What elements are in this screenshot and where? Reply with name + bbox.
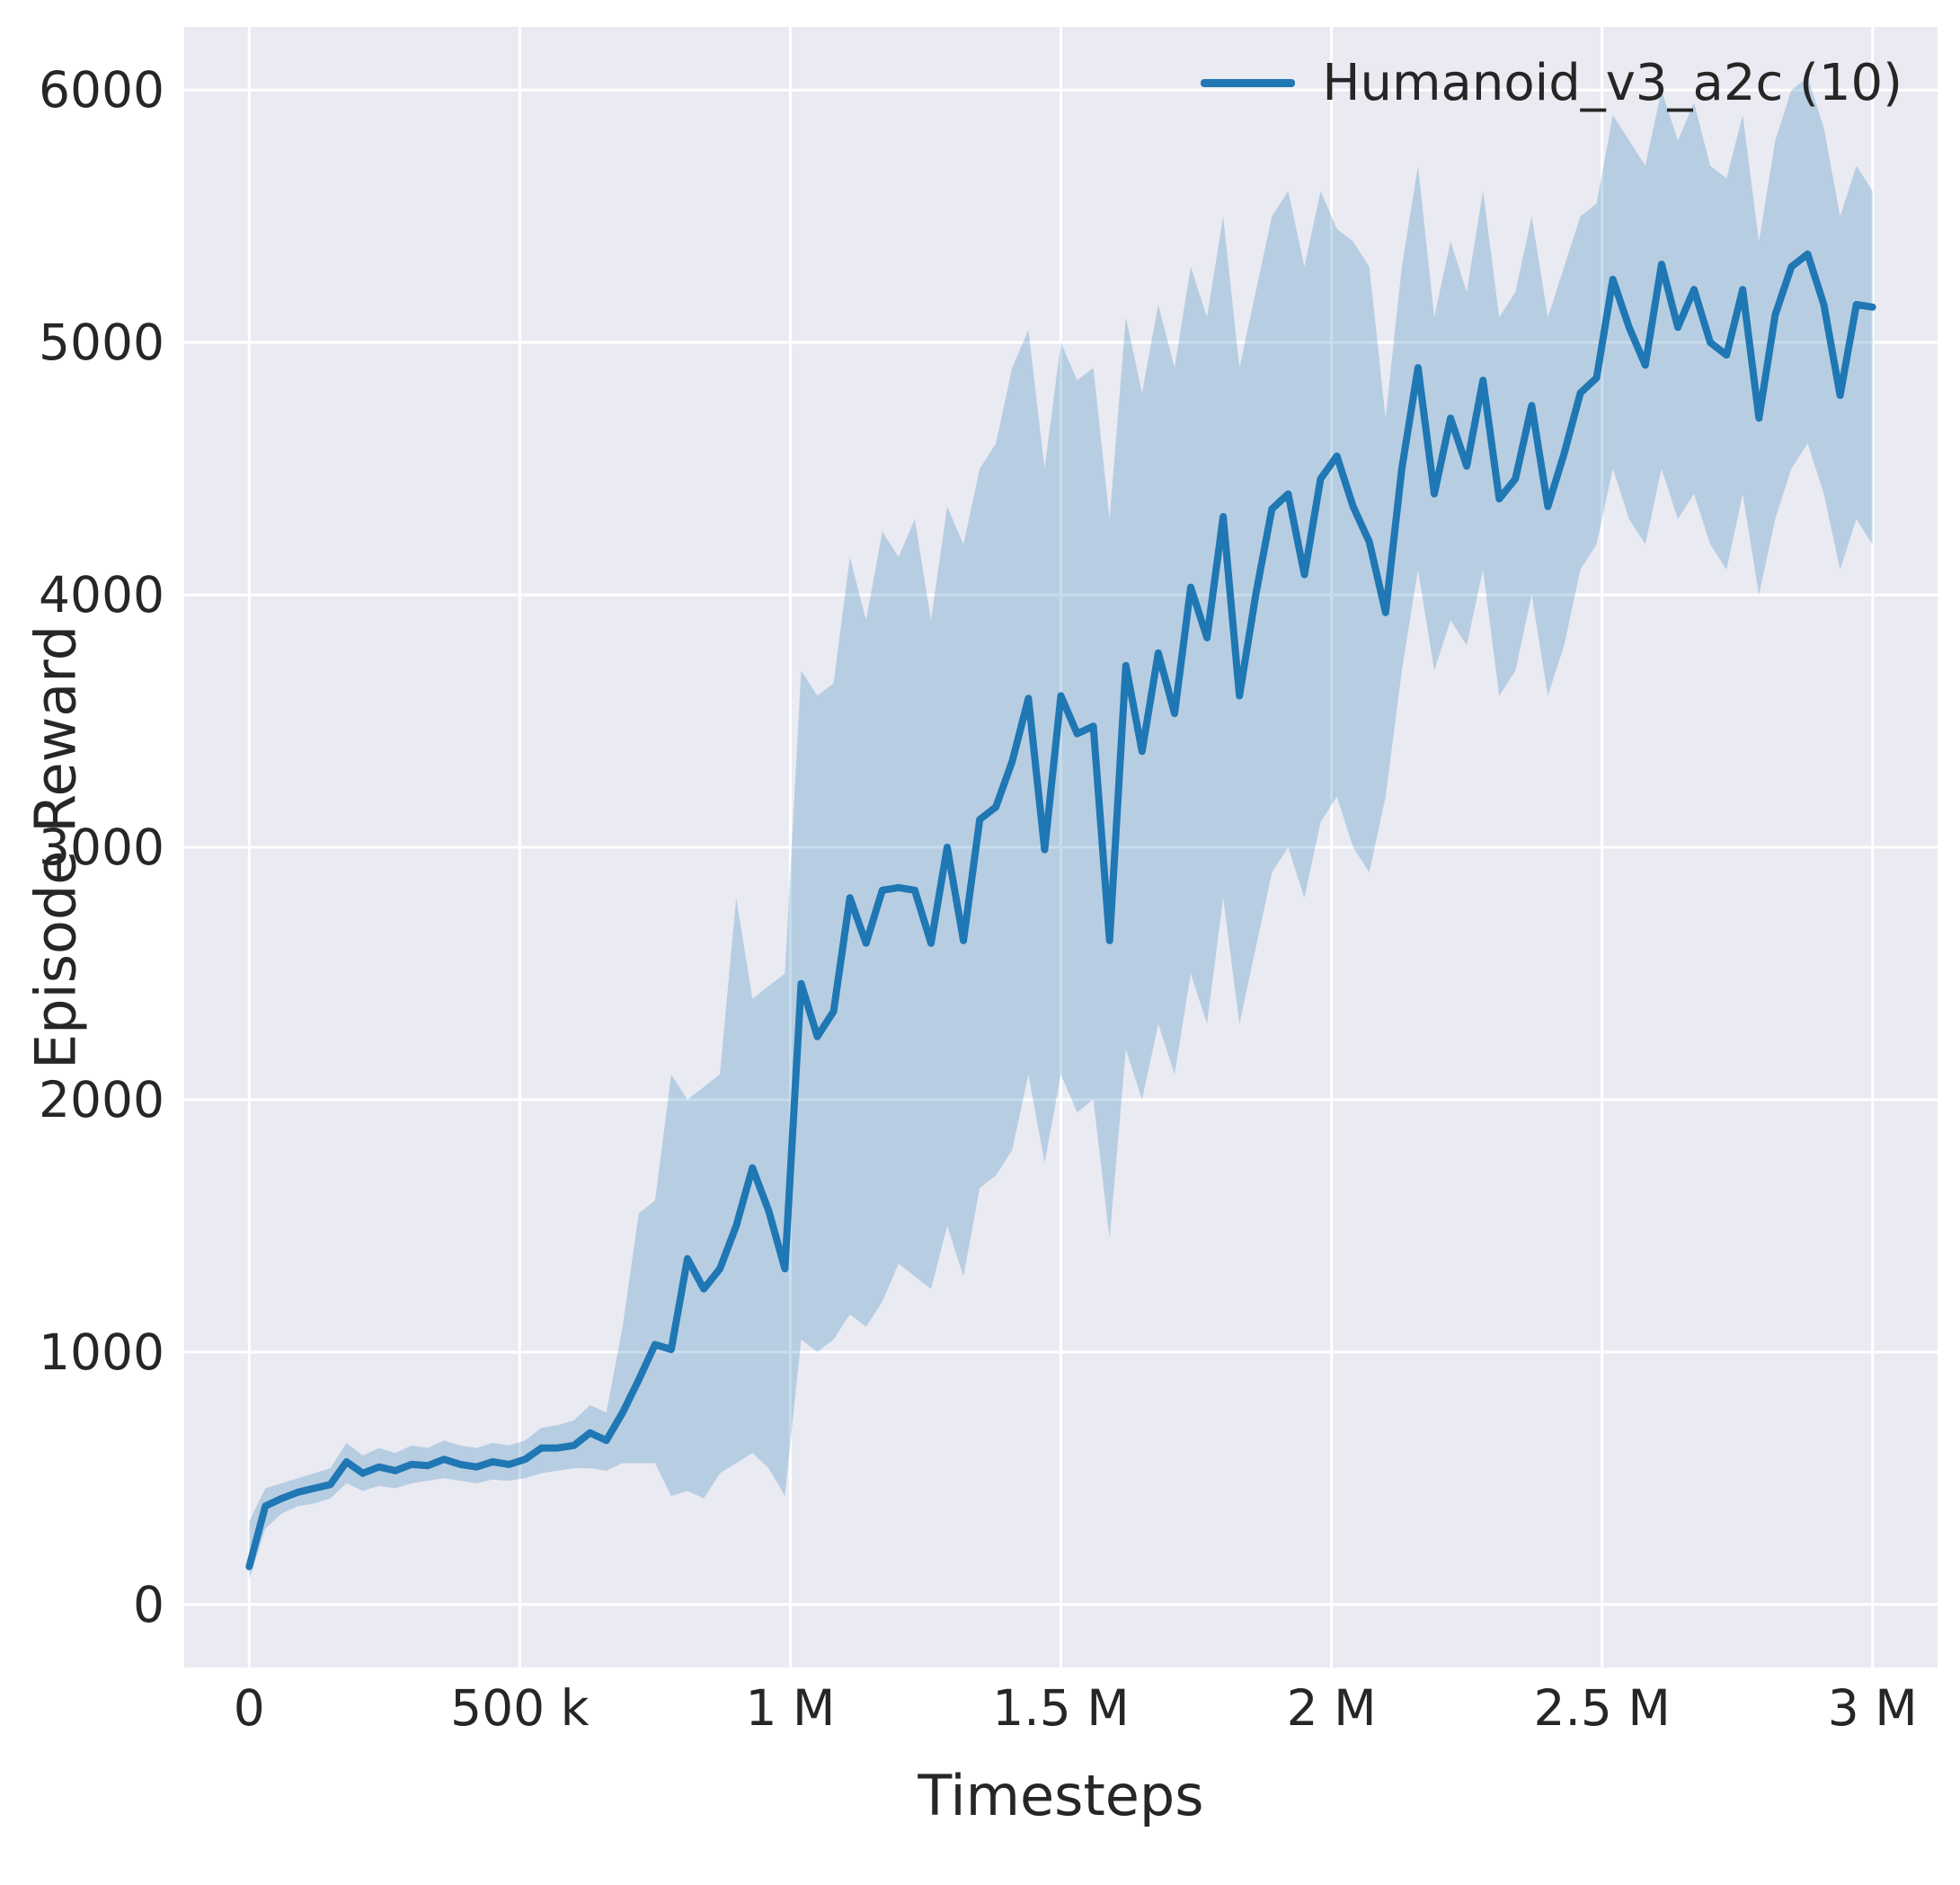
y-axis-label: Episode Reward [22,624,89,1070]
mean-line [245,250,1876,1571]
x-tick-label: 0 [234,1679,265,1737]
x-tick-label: 500 k [450,1679,589,1737]
x-tick-label: 1 M [745,1679,835,1737]
y-tick-label: 1000 [39,1323,164,1381]
y-tick-label: 0 [133,1576,164,1633]
y-tick-label: 2000 [39,1071,164,1128]
legend-line-swatch [1201,79,1296,87]
y-tick-label: 5000 [39,314,164,371]
x-tick-label: 2.5 M [1533,1679,1670,1737]
legend-label: Humanoid_v3_a2c (10) [1322,54,1902,112]
legend[interactable]: Humanoid_v3_a2c (10) [1188,47,1915,119]
y-tick-label: 3000 [39,819,164,876]
x-tick-label: 2 M [1287,1679,1377,1737]
x-tick-label: 3 M [1828,1679,1918,1737]
x-tick-label: 1.5 M [992,1679,1129,1737]
x-axis-label: Timesteps [918,1763,1204,1828]
y-tick-label: 4000 [39,566,164,624]
y-tick-label: 6000 [39,61,164,119]
